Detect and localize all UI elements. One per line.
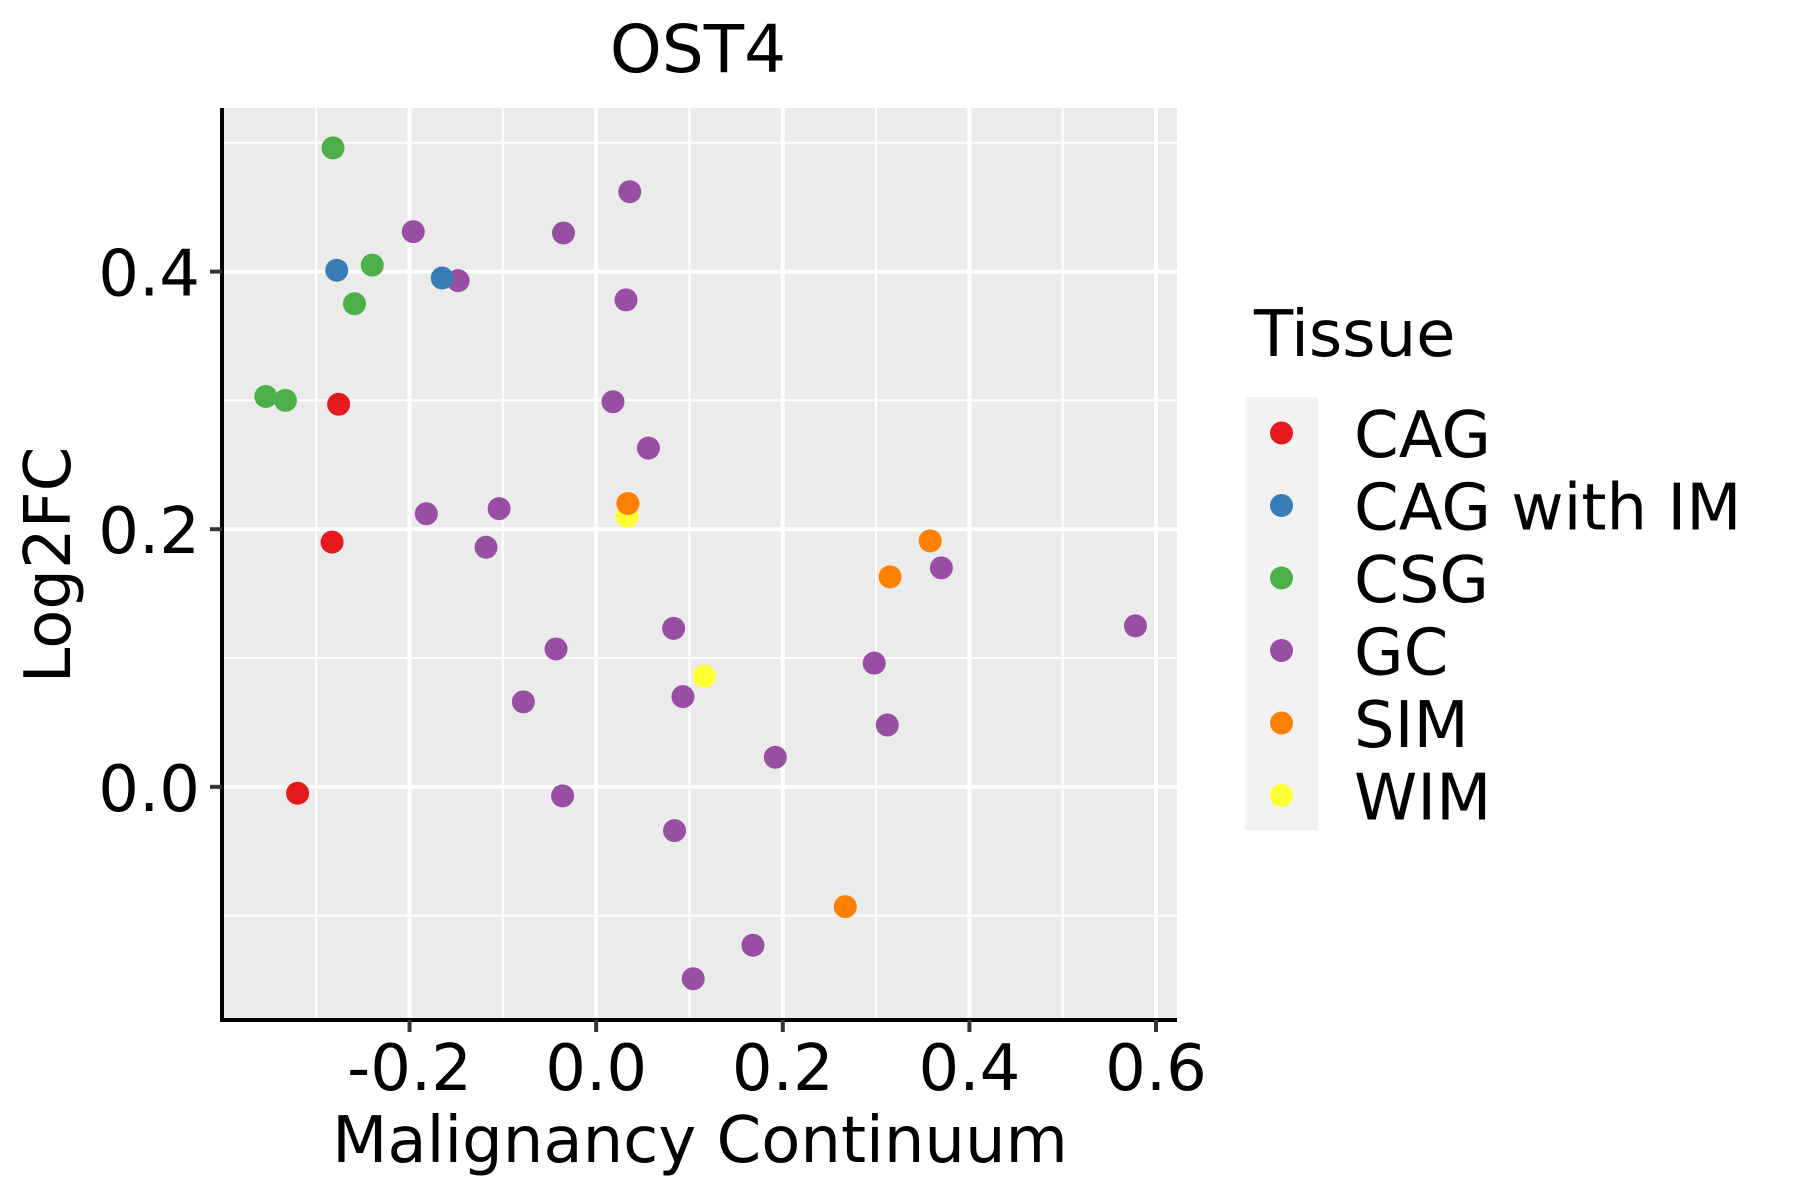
data-point-gc [663,819,687,843]
data-point-gc [929,556,953,580]
legend-label: WIM [1354,762,1491,836]
data-point-gc [552,221,576,245]
legend-label: CAG [1354,399,1491,473]
data-point-sim [833,895,857,919]
major-gridlines [222,108,1177,1020]
data-point-gc [511,690,535,714]
data-point-gc [618,180,642,204]
data-point-gc [551,784,575,808]
data-point-gc [401,220,425,244]
data-point-gc [671,685,695,709]
data-point-csg [273,388,297,412]
data-point-gc [614,288,638,312]
minor-gridlines [222,108,1177,1020]
data-point-gc [544,637,568,661]
y-axis-title: Log2FC [12,447,86,684]
data-point-cag [320,530,344,554]
x-tick-label: 0.6 [1105,1032,1207,1106]
data-point-gc [662,616,686,640]
data-point-sim [918,529,942,553]
legend-key-cag-with-im [1270,494,1293,517]
legend-label: CSG [1354,544,1489,618]
data-point-gc [487,497,511,521]
legend-key-wim [1270,784,1293,807]
legend-label: GC [1354,617,1448,691]
y-tick-label: 0.0 [98,753,200,827]
legend-key-csg [1270,566,1293,590]
y-tick-label: 0.4 [98,238,200,312]
x-tick-label: -0.2 [347,1032,472,1106]
x-tick-label: 0.4 [919,1032,1021,1106]
x-axis-ticks: -0.2 0.0 0.2 0.4 0.6 [347,1020,1207,1106]
axes: -0.2 0.0 0.2 0.4 0.6 0.0 0.2 0.4 [98,108,1207,1106]
legend-label: CAG with IM [1354,472,1742,546]
data-point-csg [254,385,278,409]
data-point-gc [1123,614,1147,638]
x-axis-title: Malignancy Continuum [332,1104,1068,1178]
data-point-cag [327,392,351,416]
data-point-csg [342,292,366,316]
data-point-sim [616,491,640,515]
data-point-csg [321,136,345,160]
data-point-cag [286,781,310,805]
data-point-gc [474,535,498,559]
data-point-gc [741,933,765,957]
data-point-gc [681,967,705,991]
data-points [254,136,1147,991]
data-point-wim [692,664,716,688]
data-point-sim [878,565,902,589]
legend-label: SIM [1354,689,1469,763]
data-point-gc [636,436,660,460]
data-point-gc [601,390,625,414]
legend-key-gc [1270,639,1293,662]
legend-key-cag [1270,421,1293,445]
y-tick-label: 0.2 [98,495,200,569]
plot-panel [222,108,1177,1020]
data-point-gc [414,502,438,526]
chart-title: OST4 [610,11,786,88]
legend-key-sim [1270,711,1293,735]
data-point-gc [763,745,787,769]
y-axis-ticks: 0.0 0.2 0.4 [98,238,222,827]
x-tick-label: 0.0 [545,1032,647,1106]
data-point-gc [875,713,899,737]
data-point-csg [360,253,384,277]
legend-title: Tissue [1253,298,1456,372]
data-point-cag-with-im [430,266,454,290]
x-tick-label: 0.2 [732,1032,834,1106]
data-point-cag-with-im [325,258,349,282]
data-point-gc [862,651,886,675]
panel-background [222,108,1177,1020]
legend-key-background [1245,397,1318,830]
